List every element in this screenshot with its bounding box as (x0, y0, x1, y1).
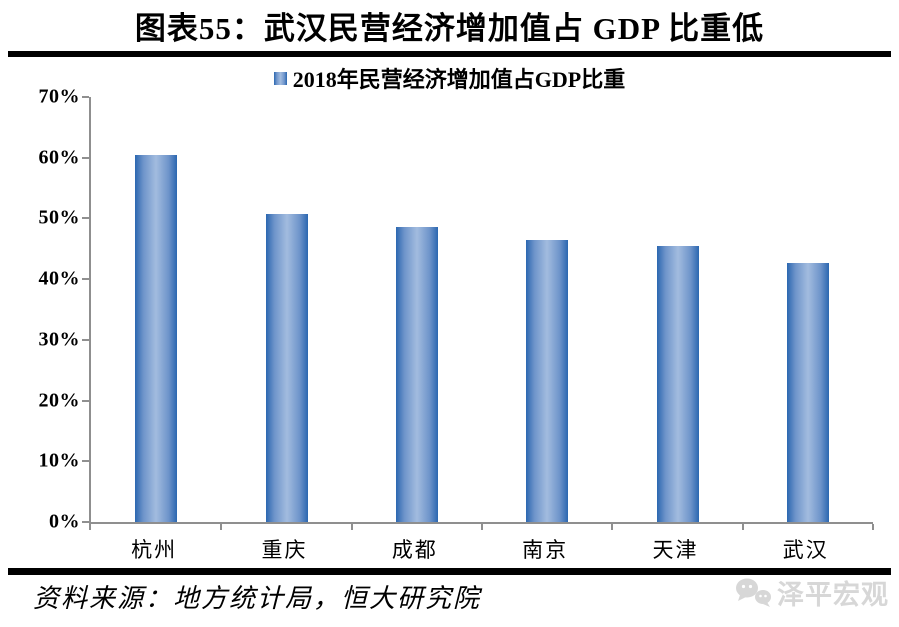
y-tick-label: 50% (38, 206, 80, 229)
x-tick-mark (350, 524, 353, 530)
x-tick-mark (220, 524, 223, 530)
brand-text: 泽平宏观 (777, 580, 889, 610)
plot-area (82, 96, 874, 530)
y-tick-mark (82, 217, 89, 220)
y-tick-mark (82, 338, 89, 341)
y-tick-mark (82, 399, 89, 402)
x-category-label: 武汉 (782, 538, 829, 562)
x-tick-mark (872, 524, 874, 530)
y-tick-mark (82, 96, 89, 98)
y-tick-label: 20% (38, 389, 80, 412)
x-category-label: 天津 (652, 538, 699, 562)
y-tick-label: 70% (38, 85, 80, 108)
y-tick-label: 40% (38, 267, 80, 290)
bar-天津 (656, 246, 699, 522)
chat-bubbles-icon (736, 578, 771, 607)
x-category-label: 重庆 (261, 538, 308, 562)
x-category-label: 成都 (391, 538, 438, 562)
y-tick-mark (82, 460, 89, 463)
x-tick-mark (741, 524, 744, 530)
bar-成都 (395, 226, 438, 522)
x-tick-mark (89, 524, 91, 530)
title-divider (8, 51, 891, 57)
footer-divider (8, 568, 891, 575)
bar-武汉 (786, 262, 829, 522)
legend-marker-icon (273, 71, 287, 85)
x-tick-mark (611, 524, 614, 530)
legend-label: 2018年民营经济增加值占GDP比重 (292, 67, 626, 92)
legend: 2018年民营经济增加值占GDP比重 (0, 62, 899, 94)
y-tick-mark (82, 278, 89, 281)
x-category-label: 南京 (522, 538, 569, 562)
y-tick-label: 30% (38, 328, 80, 351)
y-tick-label: 60% (38, 146, 80, 169)
y-tick-mark (82, 521, 89, 523)
y-tick-mark (82, 156, 89, 159)
bar-重庆 (265, 213, 308, 522)
x-tick-mark (481, 524, 483, 530)
bar-南京 (526, 240, 569, 522)
x-category-label: 杭州 (131, 538, 178, 562)
brand-watermark: 泽平宏观 (734, 573, 889, 612)
y-tick-label: 0% (49, 510, 80, 533)
x-axis-labels: 杭州 重庆 成都 南京 天津 武汉 (89, 534, 871, 564)
source-note: 资料来源：地方统计局，恒大研究院 (33, 584, 482, 613)
bar-杭州 (135, 154, 178, 522)
y-tick-label: 10% (38, 449, 80, 472)
figure-title: 图表55：武汉民营经济增加值占 GDP 比重低 (134, 11, 765, 46)
y-axis-labels: 0% 10% 20% 30% 40% 50% 60% 70% (12, 86, 80, 533)
